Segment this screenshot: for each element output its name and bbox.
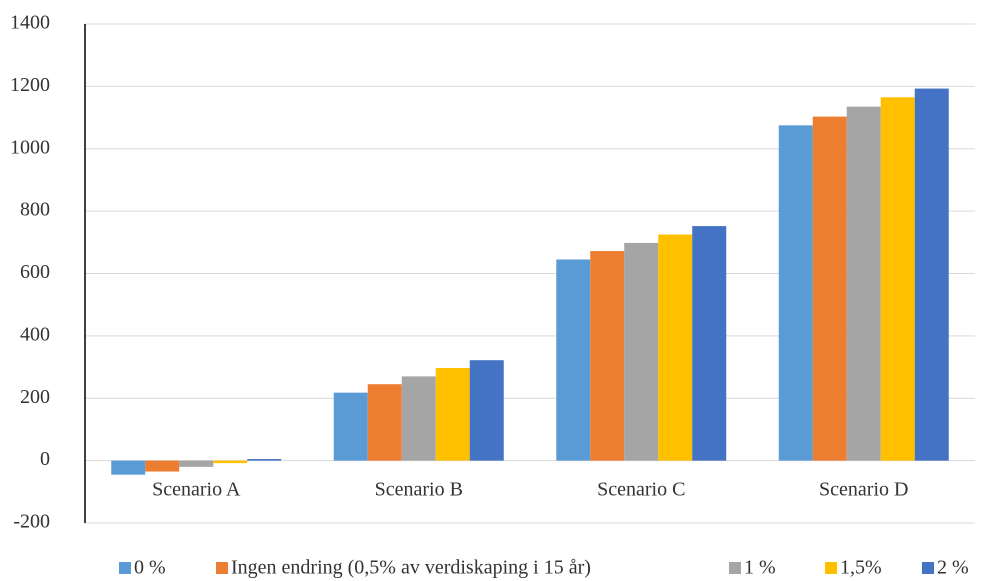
bar xyxy=(145,460,180,472)
y-tick-label: 0 xyxy=(40,448,50,470)
legend-label: 0 % xyxy=(134,557,166,579)
bar xyxy=(213,460,248,464)
legend-label: Ingen endring (0,5% av verdiskaping i 15… xyxy=(231,557,591,579)
x-tick-label: Scenario B xyxy=(375,479,463,501)
x-tick-label: Scenario A xyxy=(152,479,241,501)
legend-swatch xyxy=(216,562,228,574)
bar xyxy=(435,367,470,461)
bar xyxy=(590,251,625,461)
bar xyxy=(846,106,881,461)
bar xyxy=(778,125,813,461)
legend-label: 2 % xyxy=(937,557,969,579)
y-tick-label: 600 xyxy=(20,261,50,283)
bar xyxy=(624,242,659,461)
legend-swatch xyxy=(825,562,837,574)
bar xyxy=(247,459,282,461)
bar xyxy=(658,234,693,461)
legend-label: 1 % xyxy=(744,557,776,579)
bar xyxy=(333,392,368,461)
bar xyxy=(692,226,727,461)
y-tick-label: 1200 xyxy=(10,74,50,96)
legend-swatch xyxy=(922,562,934,574)
legend-label: 1,5% xyxy=(840,557,882,579)
y-tick-label: 200 xyxy=(20,386,50,408)
bar xyxy=(880,97,915,461)
bar xyxy=(367,384,402,461)
x-tick-label: Scenario C xyxy=(597,479,685,501)
bar xyxy=(914,88,949,461)
y-tick-label: 1400 xyxy=(10,12,50,34)
bar xyxy=(179,460,214,467)
bar xyxy=(469,360,504,461)
legend-swatch xyxy=(729,562,741,574)
y-tick-label: 1000 xyxy=(10,136,50,158)
bar xyxy=(111,460,146,475)
bar xyxy=(556,259,591,461)
y-tick-label: 800 xyxy=(20,199,50,221)
y-tick-label: -200 xyxy=(13,511,50,533)
x-tick-label: Scenario D xyxy=(819,479,908,501)
legend-swatch xyxy=(119,562,131,574)
y-tick-label: 400 xyxy=(20,323,50,345)
bar xyxy=(812,116,847,461)
bar xyxy=(401,376,436,461)
